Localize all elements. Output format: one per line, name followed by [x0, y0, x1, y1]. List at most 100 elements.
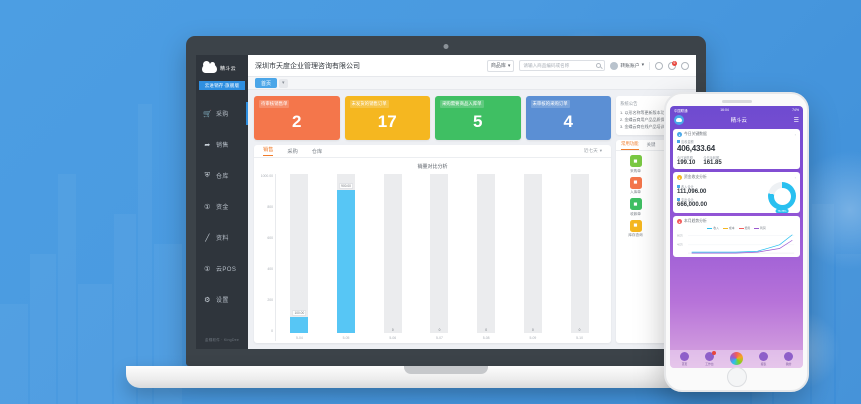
chart-legend: 收入 成本 费用 利润: [677, 226, 796, 230]
report-icon: [759, 352, 768, 361]
quick-item[interactable]: ■ 采购单: [619, 155, 652, 174]
svg-text:40万: 40万: [677, 243, 683, 247]
sidebar-item-purchase[interactable]: 🛒 采购: [196, 98, 248, 129]
card-title: 今日关键数据: [684, 132, 707, 136]
y-tick: 400: [267, 267, 273, 271]
star-icon: ■: [629, 219, 642, 232]
search-icon: [596, 63, 602, 68]
phone-tab[interactable]: 我的: [784, 352, 793, 366]
bar-column[interactable]: 0 5-08: [476, 174, 496, 340]
sub-metric-value: 199.10: [677, 160, 696, 166]
bar-column[interactable]: 0 5-10: [570, 174, 590, 340]
legend-label: 费用: [744, 226, 751, 230]
tab-warehouse[interactable]: 仓库: [311, 148, 323, 155]
sidebar-item-label: 采购: [216, 112, 229, 118]
quick-item[interactable]: ■ 收款单: [619, 198, 652, 217]
sub-metric: 今日毛利额 161.85: [703, 155, 721, 166]
quick-item[interactable]: ■ 入库单: [619, 176, 652, 196]
user-menu[interactable]: 转账账户 ▾: [610, 61, 644, 70]
search-placeholder: 请输入商品编码或名称: [523, 62, 570, 68]
bar-value-label: 0: [578, 328, 581, 332]
stat-card-value: 2: [292, 112, 302, 131]
home-icon: [680, 352, 689, 361]
donut-chart: 78.78%: [768, 182, 796, 213]
logo-text: 精斗云: [220, 65, 236, 72]
home-button[interactable]: [726, 367, 747, 387]
stat-card[interactable]: 采购需要商品入库单 5: [435, 96, 521, 140]
phone-tabbar: 首页 工作台 报表 我的: [670, 350, 803, 368]
phone-screen: 中国联通 16:04 74% 精斗云 ☰ ● 今日关键数据 › 应收金额 406…: [670, 106, 803, 368]
sub-metric-label: 今日销售额: [677, 156, 693, 160]
stat-card-value: 4: [563, 112, 573, 131]
tab-overflow-icon[interactable]: ▾: [279, 78, 288, 88]
x-tick: 5-06: [389, 336, 397, 340]
tab-related[interactable]: 关键: [646, 142, 656, 147]
legend-swatch: [738, 227, 744, 229]
sub-metric: 今日销售额 199.10: [677, 155, 695, 166]
sidebar-item-pos[interactable]: ① 云POS: [196, 253, 248, 284]
search-scope-select[interactable]: 商品库 ▾: [486, 59, 515, 72]
phone-tab[interactable]: 首页: [680, 352, 689, 366]
cashflow-card[interactable]: ● 资金收支分析 › 收入合计 111,096.00 支出合计: [673, 172, 800, 213]
stat-card[interactable]: 待审核销售单 2: [254, 96, 340, 140]
bar-column[interactable]: 900.00 5-05: [336, 174, 356, 340]
help-icon[interactable]: [681, 61, 689, 70]
y-axis: 1000.00 800 600 400 200 0: [258, 174, 275, 341]
sidebar-item-settings[interactable]: ⚙ 设置: [196, 284, 248, 315]
wallet-icon: ●: [677, 175, 682, 180]
bar-column[interactable]: 0 5-06: [383, 174, 403, 340]
inbox-icon: ■: [629, 176, 642, 189]
phone-tab[interactable]: 工作台: [705, 351, 716, 366]
warehouse-icon: ⛨: [204, 171, 211, 179]
refresh-icon[interactable]: [655, 61, 663, 70]
bullet-icon: [677, 198, 680, 201]
key-data-card[interactable]: ● 今日关键数据 › 应收金额 406,433.64 今日销售额 199.10 …: [673, 129, 800, 169]
sidebar-item-data[interactable]: ╱ 资料: [196, 222, 248, 253]
bar-fill: [290, 317, 309, 333]
chevron-down-icon: ▾: [507, 62, 511, 69]
sidebar-item-warehouse[interactable]: ⛨ 仓库: [196, 160, 248, 191]
card-title: 资金收支分析: [684, 175, 707, 179]
quick-item-label: 采购单: [630, 168, 641, 173]
date-range-select[interactable]: 近七天 ▾: [584, 148, 602, 154]
data-icon: ●: [677, 132, 682, 137]
trend-card[interactable]: ● 本月趋势分析 收入 成本 费用 利润 80万 40万: [673, 216, 800, 257]
phone-tab[interactable]: 报表: [759, 352, 768, 366]
bar-column[interactable]: 0 5-07: [429, 174, 449, 340]
sidebar-item-label: 云POS: [216, 267, 237, 273]
menu-icon[interactable]: ☰: [793, 117, 799, 124]
notification-icon[interactable]: 6: [668, 60, 677, 70]
bar-column[interactable]: 100.00 5-04: [289, 174, 309, 340]
dashboard-body: 待审核销售单 2 未发货的销售订单 17 采购需要商品入库单 5: [248, 90, 696, 349]
legend-entry: 费用: [738, 226, 751, 230]
chevron-down-icon: ▾: [641, 63, 644, 68]
bar-column[interactable]: 0 5-09: [523, 174, 543, 340]
page-tabbar: 首页 ▾: [248, 77, 696, 90]
legend-swatch: [754, 227, 760, 229]
chevron-right-icon: ›: [794, 175, 796, 180]
tab-home[interactable]: 首页: [255, 78, 278, 88]
phone-title: 精斗云: [730, 118, 747, 124]
tab-common-functions[interactable]: 常用功能: [621, 141, 639, 150]
phone-device: 中国联通 16:04 74% 精斗云 ☰ ● 今日关键数据 › 应收金额 406…: [664, 92, 809, 392]
pen-icon: ╱: [205, 234, 210, 242]
sidebar-item-funds[interactable]: ① 资金: [196, 191, 248, 222]
quick-item[interactable]: ■ 库存查询: [619, 219, 652, 239]
legend-label: 收入: [713, 226, 719, 230]
app-logo[interactable]: 精斗云: [196, 55, 248, 81]
donut-percent-badge: 78.78%: [775, 209, 789, 213]
add-icon: [730, 352, 743, 365]
laptop-base: [126, 366, 766, 388]
tab-sales[interactable]: 销售: [263, 146, 274, 157]
bar-track: [477, 174, 496, 333]
stat-card[interactable]: 未审核的采购订单 4: [525, 96, 611, 140]
y-tick: 200: [267, 298, 273, 302]
notice-title: 系统公告: [620, 101, 638, 106]
stat-card[interactable]: 未发货的销售订单 17: [344, 96, 430, 140]
tab-purchase[interactable]: 采购: [287, 148, 298, 155]
send-icon: ➦: [204, 141, 211, 149]
search-input[interactable]: 请输入商品编码或名称: [519, 60, 606, 71]
plot-area: 100.00 5-04 900.00 5-05 0 5-06 0 5-07 0 5-08 0 5-09…: [275, 174, 603, 341]
sidebar-item-sales[interactable]: ➦ 销售: [196, 129, 248, 160]
phone-tab[interactable]: [730, 352, 743, 366]
